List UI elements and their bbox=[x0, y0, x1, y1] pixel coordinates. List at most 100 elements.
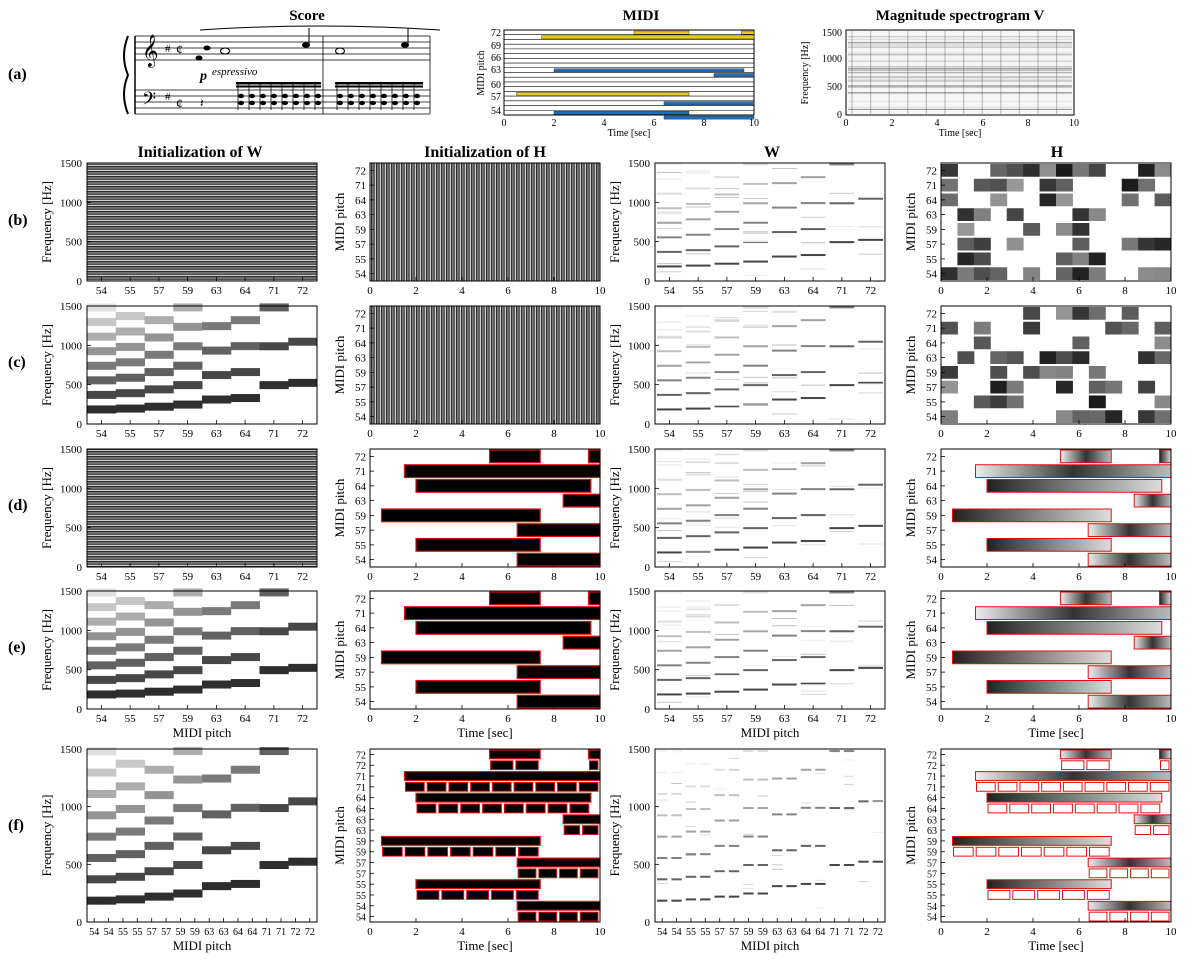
pitch-tick: 59 bbox=[356, 848, 366, 859]
note-onset-71-2-7 bbox=[557, 781, 577, 792]
pitch-tick: 54 bbox=[355, 412, 367, 424]
midi-note-54-8 bbox=[663, 115, 755, 120]
time-tick: 8 bbox=[551, 428, 557, 440]
pitch-tick: 72 bbox=[873, 927, 883, 938]
note-segment-64-3 bbox=[415, 478, 592, 493]
score-expression: espressivo bbox=[212, 66, 258, 78]
pitch-tick: 64 bbox=[815, 927, 825, 938]
pitch-tick: 71 bbox=[268, 285, 279, 297]
note-onset-55-7-1 bbox=[1012, 890, 1036, 900]
time-tick: 4 bbox=[1030, 713, 1036, 725]
pitch-tick: 63 bbox=[926, 496, 938, 508]
frequency-axis-label: Frequency [Hz] bbox=[39, 324, 54, 406]
svg-text:1000: 1000 bbox=[822, 54, 842, 65]
panel-frame bbox=[940, 590, 1172, 710]
pitch-tick: 54 bbox=[104, 927, 114, 938]
time-tick: 4 bbox=[1030, 926, 1036, 938]
note-segment-71-2 bbox=[975, 606, 1172, 620]
pitch-tick: 59 bbox=[927, 848, 937, 859]
pitch-tick: 71 bbox=[926, 323, 937, 335]
note-onset-64-3-6 bbox=[547, 803, 568, 814]
note-onset-63-4-0 bbox=[563, 825, 581, 835]
pitch-tick: 63 bbox=[779, 428, 791, 440]
time-tick: 2 bbox=[413, 713, 419, 725]
note-onset-57-6-0 bbox=[517, 868, 537, 879]
frequency-axis-label: Frequency [Hz] bbox=[39, 181, 54, 263]
note-onset-59-5-3 bbox=[450, 846, 471, 857]
pitch-tick: 63 bbox=[779, 285, 791, 297]
note-onset-59-5-5 bbox=[1066, 846, 1088, 857]
pitch-tick: 57 bbox=[153, 713, 165, 725]
pitch-tick: 59 bbox=[926, 510, 938, 522]
score-dynamic: p bbox=[199, 69, 207, 84]
time-tick: 8 bbox=[1122, 926, 1128, 938]
note-segment-64-3 bbox=[986, 792, 1163, 803]
note-segment-72-0 bbox=[1060, 749, 1112, 760]
pitch-tick: 72 bbox=[355, 593, 366, 605]
pitch-tick: 57 bbox=[721, 285, 733, 297]
frequency-tick: 500 bbox=[66, 859, 83, 871]
pitch-tick: 57 bbox=[356, 859, 366, 870]
note-onset-71-2-0 bbox=[405, 781, 425, 792]
note-onset-64-3-3 bbox=[482, 803, 502, 814]
svg-text:10: 10 bbox=[1069, 118, 1079, 129]
pitch-axis-label: MIDI pitch bbox=[332, 806, 347, 865]
note-segment-72-1 bbox=[1159, 449, 1172, 464]
note-segment-72-1 bbox=[1159, 591, 1172, 606]
pitch-tick: 72 bbox=[926, 451, 937, 463]
treble-clef-icon: 𝄞 bbox=[142, 35, 159, 68]
pitch-tick: 64 bbox=[355, 195, 367, 207]
midi-title: MIDI bbox=[623, 8, 660, 24]
note-segment-59-5 bbox=[952, 836, 1112, 846]
pitch-tick: 63 bbox=[211, 713, 223, 725]
pitch-tick: 71 bbox=[926, 180, 937, 192]
frequency-tick: 1000 bbox=[628, 625, 651, 637]
svg-text:0: 0 bbox=[837, 110, 842, 121]
midi-xlabel: Time [sec] bbox=[608, 128, 651, 139]
pitch-tick: 59 bbox=[175, 927, 185, 938]
pitch-tick: 64 bbox=[240, 285, 252, 297]
pitch-tick: 55 bbox=[693, 571, 705, 583]
time-tick: 6 bbox=[1076, 428, 1082, 440]
midi-xticks: 0 2 4 6 8 10 bbox=[502, 118, 760, 129]
time-tick: 6 bbox=[1076, 571, 1082, 583]
svg-text:72: 72 bbox=[491, 28, 501, 39]
midi-note-64-3 bbox=[553, 68, 745, 73]
pitch-tick: 57 bbox=[356, 869, 366, 880]
svg-text:#: # bbox=[165, 91, 171, 103]
frequency-tick: 1000 bbox=[628, 483, 651, 495]
pitch-tick: 54 bbox=[664, 713, 676, 725]
note-segment-63-4 bbox=[562, 814, 601, 825]
note-segment-55-7 bbox=[415, 879, 541, 890]
pitch-tick: 72 bbox=[297, 285, 308, 297]
svg-text:𝄽: 𝄽 bbox=[200, 96, 204, 110]
time-tick: 10 bbox=[1166, 571, 1178, 583]
midi-note-72-1 bbox=[741, 30, 755, 35]
frequency-axis-label: Frequency [Hz] bbox=[607, 609, 622, 691]
note-segment-55-7 bbox=[986, 879, 1112, 890]
pitch-tick: 55 bbox=[125, 571, 137, 583]
pitch-tick: 59 bbox=[355, 367, 367, 379]
pitch-tick: 71 bbox=[268, 713, 279, 725]
pitch-tick: 55 bbox=[125, 428, 137, 440]
time-tick: 10 bbox=[595, 713, 607, 725]
note-onset-59-5-2 bbox=[427, 846, 449, 857]
pitch-tick: 55 bbox=[355, 397, 367, 409]
frequency-tick: 500 bbox=[66, 237, 83, 249]
note-segment-71-2 bbox=[975, 464, 1172, 478]
time-tick: 0 bbox=[938, 428, 944, 440]
pitch-tick: 54 bbox=[356, 913, 366, 924]
note-onset-71-2-0 bbox=[976, 781, 996, 792]
midi-yticks: 72 69 66 63 60 57 54 bbox=[491, 28, 501, 117]
time-tick: 4 bbox=[1030, 428, 1036, 440]
note-segment-59-5 bbox=[380, 835, 541, 846]
pitch-tick: 57 bbox=[926, 525, 938, 537]
pitch-tick: 54 bbox=[657, 927, 667, 938]
pitch-tick: 63 bbox=[355, 210, 367, 222]
note-onset-71-2-3 bbox=[1041, 781, 1061, 792]
pitch-tick: 72 bbox=[355, 451, 366, 463]
pitch-tick: 64 bbox=[808, 713, 820, 725]
panel-r1-c3: 72 71 64 63 59 57 55 54 MIDI pitch 0 2 4 6 8 10 bbox=[903, 305, 1177, 440]
note-segment-72-1 bbox=[587, 749, 601, 760]
